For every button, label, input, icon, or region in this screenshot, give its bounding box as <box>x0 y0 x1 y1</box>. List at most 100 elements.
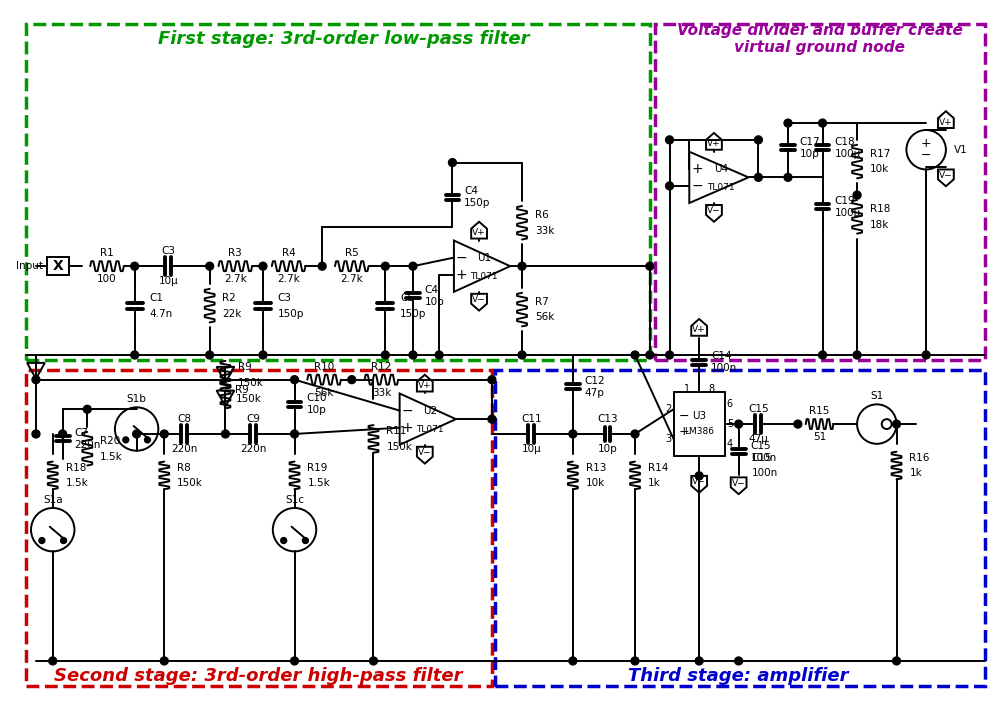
Text: 10p: 10p <box>306 405 326 415</box>
Text: R4: R4 <box>282 248 295 258</box>
Text: R15: R15 <box>809 406 830 416</box>
Text: 150p: 150p <box>464 198 491 208</box>
Text: 10p: 10p <box>425 297 445 307</box>
Circle shape <box>259 351 267 359</box>
Text: R14: R14 <box>648 462 668 473</box>
Circle shape <box>518 262 526 270</box>
Text: 1.5k: 1.5k <box>307 479 330 488</box>
Circle shape <box>666 136 674 144</box>
Circle shape <box>853 351 861 359</box>
Text: 150p: 150p <box>400 309 427 319</box>
Text: V−: V− <box>692 477 706 486</box>
Circle shape <box>318 262 326 270</box>
Text: C15: C15 <box>748 404 769 414</box>
Text: +: + <box>456 268 468 282</box>
Text: −: − <box>678 410 689 422</box>
Text: S1b: S1b <box>127 395 147 405</box>
Circle shape <box>131 262 139 270</box>
Circle shape <box>695 657 703 665</box>
Circle shape <box>291 430 298 438</box>
Text: 6: 6 <box>727 399 733 410</box>
Text: −: − <box>456 251 468 265</box>
Text: Second stage: 3rd-order high-pass filter: Second stage: 3rd-order high-pass filter <box>54 667 462 684</box>
Text: 3: 3 <box>665 434 672 444</box>
Text: 18k: 18k <box>870 219 889 230</box>
Circle shape <box>569 657 577 665</box>
Text: V+: V+ <box>707 139 721 148</box>
Text: 1.5k: 1.5k <box>66 479 88 488</box>
Text: 10k: 10k <box>586 479 605 488</box>
Text: R6: R6 <box>535 210 549 220</box>
Circle shape <box>381 262 389 270</box>
Text: R19: R19 <box>307 462 328 473</box>
Text: 10k: 10k <box>870 165 889 175</box>
Circle shape <box>893 420 900 428</box>
Text: First stage: 3rd-order low-pass filter: First stage: 3rd-order low-pass filter <box>158 31 530 48</box>
Circle shape <box>569 430 577 438</box>
Circle shape <box>735 657 743 665</box>
Circle shape <box>131 351 139 359</box>
Text: C15: C15 <box>751 453 772 463</box>
Text: U1: U1 <box>477 253 491 263</box>
Circle shape <box>370 657 377 665</box>
Text: C4: C4 <box>464 186 478 196</box>
Circle shape <box>893 657 900 665</box>
Circle shape <box>59 430 67 438</box>
Text: 220n: 220n <box>240 444 266 454</box>
Circle shape <box>32 376 40 383</box>
Text: 100μ: 100μ <box>834 148 861 158</box>
Text: 1k: 1k <box>909 469 922 479</box>
Circle shape <box>754 136 762 144</box>
Circle shape <box>123 437 129 443</box>
Circle shape <box>281 537 287 543</box>
Circle shape <box>784 173 792 181</box>
Text: 47μ: 47μ <box>748 434 768 444</box>
Text: C8: C8 <box>177 414 191 424</box>
Text: TL071: TL071 <box>416 425 444 434</box>
Text: R5: R5 <box>345 248 359 258</box>
Circle shape <box>145 437 150 443</box>
Text: R8: R8 <box>177 462 191 473</box>
Text: V−: V− <box>707 207 721 215</box>
Text: R12: R12 <box>371 362 392 372</box>
Text: R16: R16 <box>909 453 930 463</box>
Circle shape <box>133 430 141 438</box>
Circle shape <box>222 430 229 438</box>
Text: R17: R17 <box>870 148 890 158</box>
Circle shape <box>488 415 496 423</box>
Text: +: + <box>402 421 413 435</box>
Text: U2: U2 <box>423 406 437 416</box>
Text: C1: C1 <box>149 293 163 302</box>
Text: X: X <box>52 259 63 273</box>
Text: R9: R9 <box>235 385 249 395</box>
Text: C9: C9 <box>246 414 260 424</box>
Text: R3: R3 <box>228 248 242 258</box>
Text: V−: V− <box>732 479 745 488</box>
Text: 47p: 47p <box>585 388 605 398</box>
Circle shape <box>631 657 639 665</box>
Text: Third stage: amplifier: Third stage: amplifier <box>628 667 849 684</box>
Circle shape <box>206 351 214 359</box>
Text: 1.5k: 1.5k <box>100 452 123 462</box>
Circle shape <box>646 262 654 270</box>
Text: 10p: 10p <box>598 444 617 454</box>
Text: 1: 1 <box>684 384 690 394</box>
Circle shape <box>819 351 826 359</box>
Text: V−: V− <box>418 448 432 457</box>
Text: 150k: 150k <box>238 378 264 388</box>
Text: 100n: 100n <box>750 453 777 463</box>
Text: R18: R18 <box>870 204 890 214</box>
Text: R20: R20 <box>100 436 120 446</box>
Circle shape <box>448 158 456 167</box>
Text: C5: C5 <box>400 293 414 302</box>
Text: 220n: 220n <box>74 439 101 450</box>
Text: R13: R13 <box>586 462 606 473</box>
Text: 8: 8 <box>708 384 714 394</box>
Text: −: − <box>691 179 703 193</box>
Circle shape <box>160 657 168 665</box>
Text: R9: R9 <box>238 362 252 372</box>
Circle shape <box>160 430 168 438</box>
Text: S1a: S1a <box>43 495 63 505</box>
Text: S1c: S1c <box>285 495 304 505</box>
Text: S1: S1 <box>870 391 883 401</box>
